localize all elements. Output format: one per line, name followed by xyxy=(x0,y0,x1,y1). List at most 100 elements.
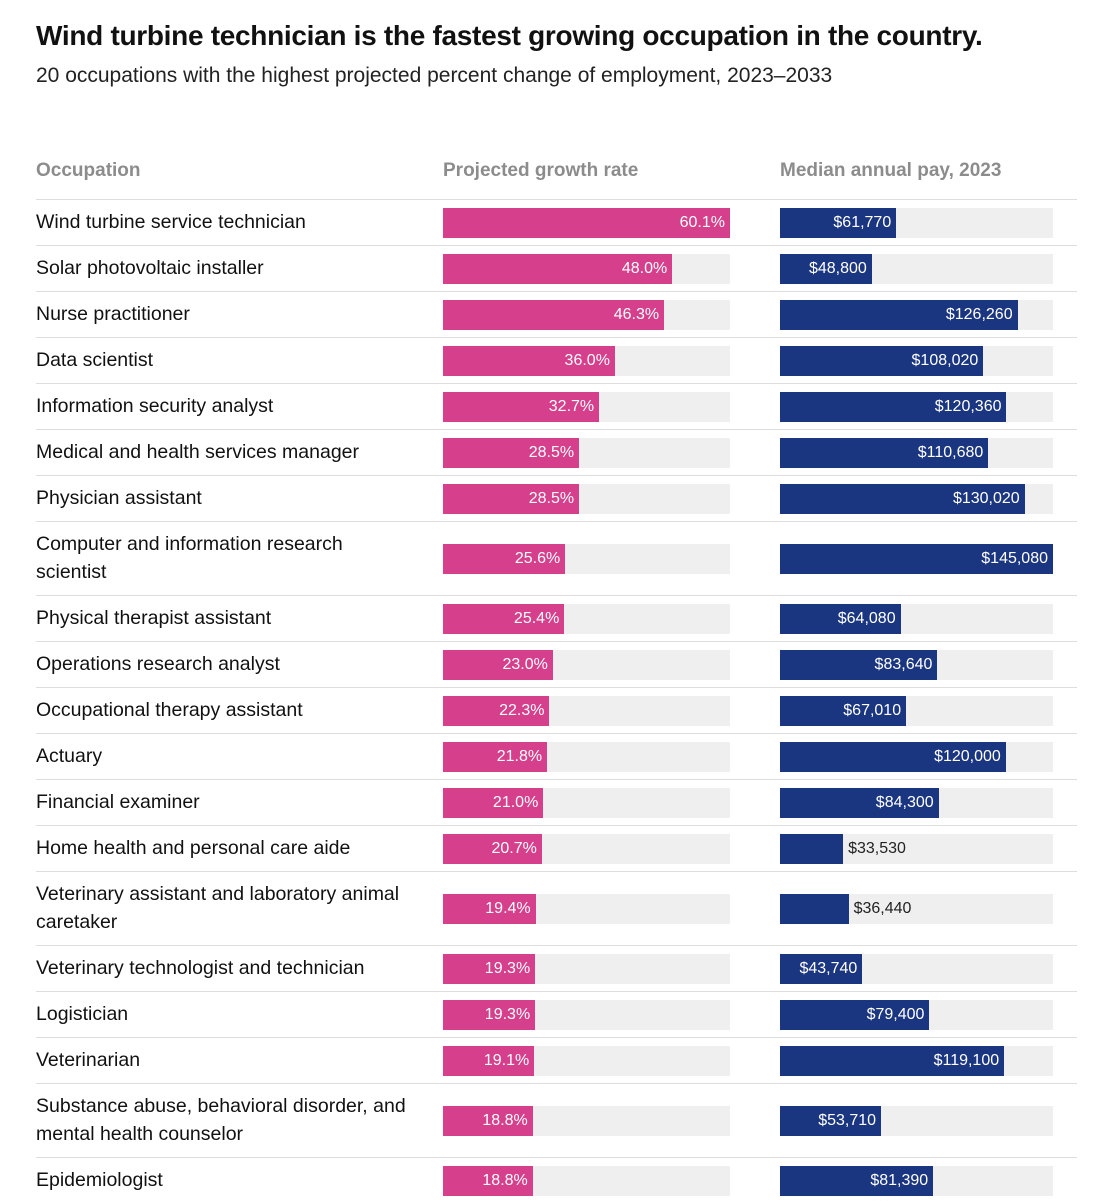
pay-bar xyxy=(780,833,844,864)
pay-bar xyxy=(780,1105,882,1136)
growth-value-label: 46.3% xyxy=(613,305,660,323)
growth-track: 23.0% xyxy=(443,649,730,680)
pay-value-label: $64,080 xyxy=(837,609,896,627)
pay-value-label: $53,710 xyxy=(818,1111,877,1129)
pay-value-label: $79,400 xyxy=(866,1005,925,1023)
growth-track: 19.1% xyxy=(443,1045,730,1076)
pay-value-label: $61,770 xyxy=(833,213,892,231)
table-body: Wind turbine service technician 60.1% $61,… xyxy=(36,199,1077,1203)
table-row: Veterinarian 19.1% $119,100 xyxy=(36,1037,1077,1083)
pay-track: $83,640 xyxy=(780,649,1053,680)
table-row: Computer and information research scient… xyxy=(36,521,1077,595)
growth-value-label: 22.3% xyxy=(499,701,545,719)
table-row: Nurse practitioner 46.3% $126,260 xyxy=(36,291,1077,337)
occupation-label: Home health and personal care aide xyxy=(36,837,351,859)
pay-bar xyxy=(780,543,1053,574)
pay-bar xyxy=(780,1165,934,1196)
pay-bar xyxy=(780,893,849,924)
pay-track: $120,000 xyxy=(780,741,1053,772)
growth-track: 18.8% xyxy=(443,1105,730,1136)
pay-bar xyxy=(780,207,897,238)
growth-bar xyxy=(443,695,550,726)
growth-value-label: 25.4% xyxy=(513,609,560,627)
growth-track: 25.4% xyxy=(443,603,730,634)
table-row: Physician assistant 28.5% $130,020 xyxy=(36,475,1077,521)
pay-track: $126,260 xyxy=(780,299,1053,330)
occupation-label: Actuary xyxy=(36,745,103,767)
occupation-label: Substance abuse, behavioral disorder, an… xyxy=(36,1095,406,1145)
table-row: Financial examiner 21.0% $84,300 xyxy=(36,779,1077,825)
growth-value-label: 60.1% xyxy=(679,213,725,231)
growth-value-label: 32.7% xyxy=(548,397,595,415)
pay-track: $120,360 xyxy=(780,391,1053,422)
growth-track: 60.1% xyxy=(443,207,730,238)
pay-track: $81,390 xyxy=(780,1165,1053,1196)
growth-track: 20.7% xyxy=(443,833,730,864)
pay-track: $61,770 xyxy=(780,207,1053,238)
pay-bar xyxy=(780,953,863,984)
pay-bar xyxy=(780,999,930,1030)
growth-track: 18.8% xyxy=(443,1165,730,1196)
growth-bar xyxy=(443,299,665,330)
growth-bar xyxy=(443,1045,535,1076)
growth-track: 36.0% xyxy=(443,345,730,376)
pay-bar xyxy=(780,787,939,818)
chart-subtitle: 20 occupations with the highest projecte… xyxy=(36,64,833,87)
growth-track: 32.7% xyxy=(443,391,730,422)
pay-value-label: $43,740 xyxy=(799,959,858,977)
table-row: Veterinary technologist and technician 19… xyxy=(36,945,1077,991)
occupation-label: Nurse practitioner xyxy=(36,303,190,325)
table-row: Medical and health services manager 28.5%… xyxy=(36,429,1077,475)
pay-track: $108,020 xyxy=(780,345,1053,376)
growth-value-label: 21.0% xyxy=(492,793,539,811)
growth-bar xyxy=(443,345,615,376)
pay-track: $145,080 xyxy=(780,543,1053,574)
pay-bar xyxy=(780,649,938,680)
table-row: Home health and personal care aide 20.7% $… xyxy=(36,825,1077,871)
growth-value-label: 48.0% xyxy=(621,259,668,277)
growth-track: 21.0% xyxy=(443,787,730,818)
growth-value-label: 21.8% xyxy=(496,747,543,765)
pay-value-label: $36,440 xyxy=(853,899,912,917)
growth-value-label: 19.4% xyxy=(485,899,531,917)
growth-track: 19.3% xyxy=(443,953,730,984)
occupation-label: Veterinary assistant and laboratory anim… xyxy=(36,883,400,933)
growth-bar xyxy=(443,483,580,514)
growth-bar xyxy=(443,391,600,422)
pay-value-label: $81,390 xyxy=(870,1171,929,1189)
growth-bar xyxy=(443,893,536,924)
table-row: Logistician 19.3% $79,400 xyxy=(36,991,1077,1037)
pay-track: $79,400 xyxy=(780,999,1053,1030)
pay-track: $130,020 xyxy=(780,483,1053,514)
growth-track: 19.3% xyxy=(443,999,730,1030)
pay-bar xyxy=(780,345,984,376)
growth-bar xyxy=(443,1105,533,1136)
growth-bar xyxy=(443,833,542,864)
pay-track: $43,740 xyxy=(780,953,1053,984)
growth-track: 46.3% xyxy=(443,299,730,330)
pay-value-label: $108,020 xyxy=(911,351,979,369)
pay-track: $53,710 xyxy=(780,1105,1053,1136)
occupation-label: Information security analyst xyxy=(36,395,274,417)
growth-value-label: 18.8% xyxy=(482,1111,528,1129)
pay-bar xyxy=(780,741,1006,772)
pay-track: $110,680 xyxy=(780,437,1053,468)
growth-value-label: 23.0% xyxy=(502,655,548,673)
pay-value-label: $83,640 xyxy=(874,655,933,673)
occupation-label: Veterinary technologist and technician xyxy=(36,957,365,979)
chart-title: Wind turbine technician is the fastest g… xyxy=(36,20,983,51)
growth-value-label: 18.8% xyxy=(482,1171,528,1189)
growth-bar xyxy=(443,207,730,238)
growth-bar xyxy=(443,741,548,772)
growth-bar xyxy=(443,603,565,634)
pay-bar xyxy=(780,391,1007,422)
pay-track: $119,100 xyxy=(780,1045,1053,1076)
pay-value-label: $110,680 xyxy=(917,443,984,461)
table-row: Physical therapist assistant 25.4% $64,080 xyxy=(36,595,1077,641)
table-row: Data scientist 36.0% $108,020 xyxy=(36,337,1077,383)
occupation-label: Data scientist xyxy=(36,349,154,371)
pay-bar xyxy=(780,695,907,726)
growth-bar xyxy=(443,437,580,468)
pay-value-label: $130,020 xyxy=(952,489,1020,507)
table-row: Information security analyst 32.7% $120,36… xyxy=(36,383,1077,429)
